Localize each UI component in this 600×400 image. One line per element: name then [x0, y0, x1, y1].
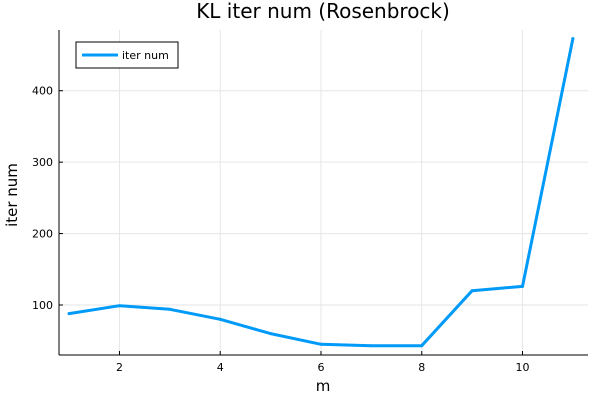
- y-tick-label: 300: [32, 156, 53, 169]
- data-point: [269, 332, 273, 336]
- x-tick-label: 10: [516, 361, 530, 374]
- data-point: [521, 284, 525, 288]
- chart-title: KL iter num (Rosenbrock): [196, 0, 450, 23]
- data-point: [470, 289, 474, 293]
- data-point: [571, 37, 575, 41]
- y-tick-label: 200: [32, 228, 53, 241]
- y-tick-label: 400: [32, 85, 53, 98]
- data-point: [67, 312, 71, 316]
- ticks: 2 4 6 8 10 100 200 300 400: [32, 85, 530, 374]
- x-tick-label: 8: [418, 361, 425, 374]
- x-axis-label: m: [316, 377, 331, 395]
- legend-label: iter num: [122, 49, 169, 62]
- data-point: [218, 317, 222, 321]
- data-point: [117, 304, 121, 308]
- grid: [59, 30, 588, 355]
- data-point: [369, 344, 373, 348]
- legend: iter num: [75, 41, 179, 69]
- x-tick-label: 4: [217, 361, 224, 374]
- x-tick-label: 2: [116, 361, 123, 374]
- axes: [58, 30, 588, 356]
- series-layer: [67, 37, 575, 348]
- y-tick-label: 100: [32, 299, 53, 312]
- data-point: [168, 307, 172, 311]
- y-axis-label: iter num: [3, 163, 21, 227]
- data-point: [420, 344, 424, 348]
- data-point: [319, 342, 323, 346]
- x-tick-label: 6: [317, 361, 324, 374]
